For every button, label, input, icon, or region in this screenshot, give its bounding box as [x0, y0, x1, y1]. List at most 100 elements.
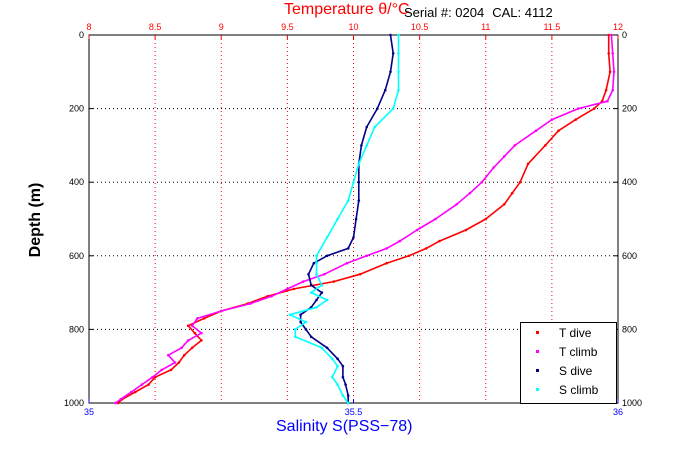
data-point-t-dive — [169, 368, 173, 372]
data-point-t-dive — [484, 217, 488, 221]
data-point-t-dive — [518, 180, 522, 184]
data-point-s-dive — [365, 125, 369, 129]
top-tick-label: 9 — [219, 22, 224, 32]
data-point-s-dive — [383, 88, 387, 92]
data-point-t-climb — [323, 272, 326, 276]
right-tick-label: 200 — [622, 104, 637, 114]
y-axis-title: Depth (m) — [27, 182, 44, 258]
data-point-t-climb — [220, 309, 223, 313]
data-point-s-climb — [331, 375, 334, 379]
left-tick-label: 600 — [69, 251, 84, 261]
data-point-s-climb — [391, 107, 395, 110]
bottom-tick-label: 35 — [84, 407, 94, 417]
data-point-s-dive — [307, 272, 310, 276]
data-point-s-climb — [315, 261, 318, 265]
data-point-t-climb — [119, 398, 122, 401]
data-point-t-dive — [574, 118, 577, 121]
data-point-s-dive — [336, 357, 339, 361]
series-line-s-climb — [289, 35, 400, 404]
data-point-t-dive — [464, 228, 468, 232]
data-point-s-climb — [336, 364, 339, 368]
data-point-s-climb — [320, 346, 324, 350]
data-point-t-climb — [606, 99, 609, 103]
data-point-s-dive — [360, 144, 363, 147]
data-point-t-dive — [190, 346, 194, 350]
top-tick-label: 11.5 — [543, 22, 560, 32]
series-line-s-dive — [299, 34, 395, 403]
data-point-s-climb — [288, 313, 292, 317]
data-point-s-dive — [344, 383, 347, 386]
data-point-t-climb — [186, 339, 190, 342]
legend-marker-t-climb — [536, 350, 539, 353]
data-point-s-dive — [357, 199, 361, 202]
data-point-t-climb — [200, 331, 203, 335]
top-tick-label: 8.5 — [149, 22, 162, 32]
legend-label: T climb — [559, 345, 598, 359]
data-point-t-climb — [550, 118, 554, 121]
data-point-t-dive — [385, 261, 388, 265]
right-tick-label: 400 — [622, 177, 637, 187]
data-point-s-dive — [309, 335, 313, 339]
legend: T dive T climb S dive S climb — [520, 322, 617, 404]
data-point-t-dive — [503, 203, 506, 206]
right-tick-label: 1000 — [622, 398, 642, 408]
legend-marker-t-dive — [536, 331, 539, 334]
data-point-t-climb — [114, 401, 117, 405]
data-point-s-climb — [325, 236, 329, 239]
data-point-t-climb — [365, 254, 369, 258]
data-point-t-climb — [140, 383, 144, 386]
top-tick-label: 10 — [348, 22, 358, 32]
legend-label: S dive — [559, 364, 593, 378]
serial-info: Serial #: 0204 CAL: 4112 — [404, 5, 561, 20]
data-point-s-climb — [373, 125, 377, 129]
legend-item-t-dive: T dive — [521, 325, 616, 343]
right-tick-label: 600 — [622, 251, 637, 261]
series-line-t-dive — [117, 35, 611, 404]
bottom-axis-title: Salinity S(PSS−78) — [276, 418, 413, 435]
data-point-t-dive — [608, 70, 612, 74]
data-point-t-dive — [607, 33, 610, 37]
data-point-t-climb — [513, 144, 517, 147]
data-point-t-climb — [480, 180, 484, 184]
serial-number: Serial #: 0204 — [404, 5, 485, 20]
data-point-s-dive — [325, 346, 329, 350]
data-point-s-dive — [341, 364, 345, 368]
data-point-t-dive — [526, 162, 530, 166]
data-point-s-dive — [352, 236, 355, 239]
legend-marker-s-climb — [536, 388, 539, 391]
data-point-s-dive — [341, 375, 345, 379]
data-point-t-dive — [424, 247, 428, 250]
left-tick-label: 0 — [79, 30, 84, 40]
data-point-t-dive — [604, 88, 608, 92]
data-point-t-dive — [510, 191, 514, 195]
data-point-t-dive — [134, 390, 137, 394]
data-point-s-dive — [376, 107, 379, 110]
data-point-t-dive — [200, 339, 203, 342]
legend-label: S climb — [559, 383, 599, 397]
top-tick-label: 12 — [613, 22, 623, 32]
legend-item-s-dive: S dive — [521, 363, 616, 381]
data-point-s-dive — [357, 180, 361, 184]
data-point-t-dive — [544, 144, 547, 147]
left-tick-label: 1000 — [64, 398, 84, 408]
data-point-s-climb — [309, 291, 313, 294]
data-point-t-climb — [301, 280, 305, 283]
data-point-s-dive — [346, 394, 350, 397]
data-point-t-dive — [186, 324, 190, 328]
calibration-number: CAL: 4112 — [492, 5, 553, 20]
data-point-s-climb — [336, 383, 339, 386]
data-point-s-dive — [354, 217, 358, 221]
data-point-t-climb — [534, 129, 538, 132]
data-point-t-climb — [612, 70, 616, 74]
data-point-s-climb — [325, 298, 329, 302]
data-point-t-dive — [202, 317, 206, 320]
data-point-s-dive — [389, 70, 392, 74]
data-point-t-climb — [130, 390, 133, 394]
data-point-s-climb — [346, 401, 350, 405]
data-point-s-dive — [304, 328, 308, 331]
data-point-t-dive — [607, 52, 610, 55]
data-point-s-dive — [299, 313, 302, 317]
data-point-t-climb — [492, 166, 496, 169]
data-point-t-climb — [415, 228, 419, 232]
